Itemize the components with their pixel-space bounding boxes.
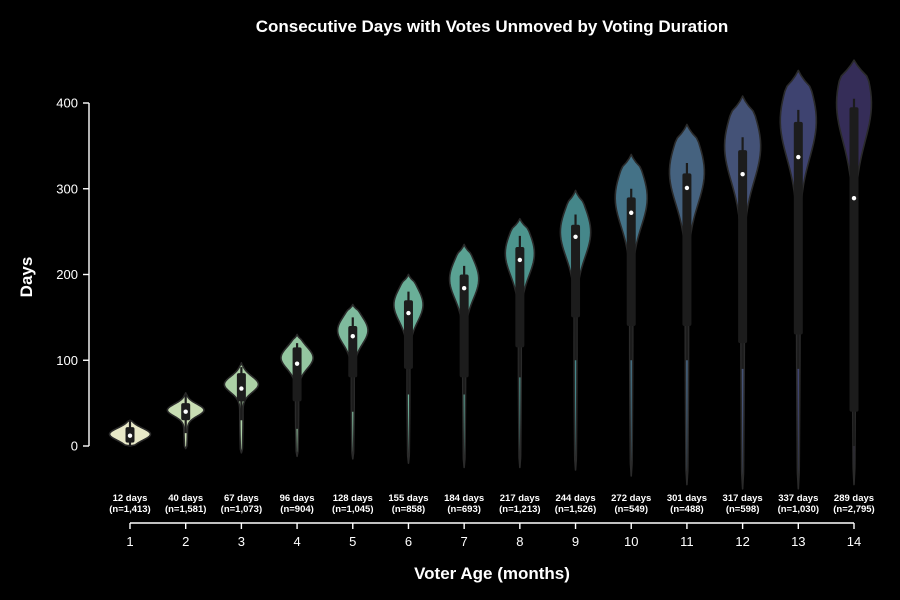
chart-title: Consecutive Days with Votes Unmoved by V… [256,17,729,36]
annotation-median: 217 days [500,493,540,504]
annotation-median: 337 days [778,493,818,504]
x-tick-label: 10 [624,534,638,549]
annotation-median: 40 days [168,493,203,504]
annotation-count: (n=1,526) [555,504,596,515]
annotation-median: 155 days [388,493,428,504]
annotation-count: (n=488) [670,504,704,515]
x-tick-label: 13 [791,534,805,549]
violin-iqr-box [793,121,803,335]
violin-median-point [294,361,300,366]
annotation-count: (n=693) [447,504,481,515]
y-tick-label: 100 [56,353,78,368]
violin-median-point [183,409,188,414]
annotation-count: (n=1,045) [332,504,373,515]
y-tick-label: 300 [56,181,78,196]
annotation-median: 301 days [667,493,707,504]
annotation-count: (n=598) [726,504,760,515]
x-tick-label: 9 [572,534,579,549]
annotation-median: 184 days [444,493,484,504]
annotation-count: (n=1,073) [221,504,262,515]
annotation-median: 317 days [723,493,763,504]
x-tick-label: 14 [847,534,861,549]
violin-median-point [461,286,467,291]
annotation-count: (n=2,795) [833,504,874,515]
y-tick-label: 200 [56,267,78,282]
annotation-median: 67 days [224,493,259,504]
x-tick-label: 8 [516,534,523,549]
annotation-count: (n=1,213) [499,504,540,515]
annotation-median: 289 days [834,493,874,504]
x-tick-label: 4 [293,534,300,549]
violin-median-point [740,171,745,177]
annotation-count: (n=1,413) [109,504,150,515]
x-tick-label: 12 [735,534,749,549]
violin-median-point [127,433,133,438]
violin-iqr-box [738,150,748,344]
annotation-count: (n=904) [280,504,314,515]
x-tick-label: 5 [349,534,356,549]
annotation-median: 244 days [555,493,595,504]
violin-iqr-box [626,197,636,326]
annotation-count: (n=1,581) [165,504,206,515]
x-tick-label: 6 [405,534,412,549]
violin-iqr-box [682,173,692,326]
violin-median-point [517,257,523,263]
annotation-median: 128 days [333,493,373,504]
annotation-median: 96 days [280,493,315,504]
x-tick-label: 11 [680,534,694,549]
violin-median-point [573,234,578,239]
y-tick-label: 400 [56,96,78,111]
x-tick-label: 7 [461,534,468,549]
y-tick-label: 0 [71,439,78,454]
violin-iqr-box [849,107,859,412]
annotation-count: (n=858) [392,504,426,515]
violin-median-point [796,154,801,160]
violin-median-point [851,195,857,201]
annotation-median: 272 days [611,493,651,504]
violin-iqr-box [292,347,302,402]
annotation-count: (n=549) [614,504,648,515]
violin-median-point [239,386,244,391]
x-tick-label: 3 [238,534,245,549]
violin-iqr-box [459,274,469,378]
violin-median-point [406,310,411,316]
annotation-count: (n=1,030) [778,504,819,515]
violin-iqr-box [348,325,358,378]
x-axis-label: Voter Age (months) [414,564,570,583]
y-axis-label: Days [17,257,36,298]
violin-median-point [350,334,355,339]
violin-iqr-box [403,300,413,369]
violin-iqr-box [515,247,525,348]
annotation-median: 12 days [113,493,148,504]
violin-median-point [629,210,634,215]
violin-median-point [684,185,690,191]
violin-iqr-box [571,224,581,318]
x-tick-label: 1 [126,534,133,549]
x-tick-label: 2 [182,534,189,549]
